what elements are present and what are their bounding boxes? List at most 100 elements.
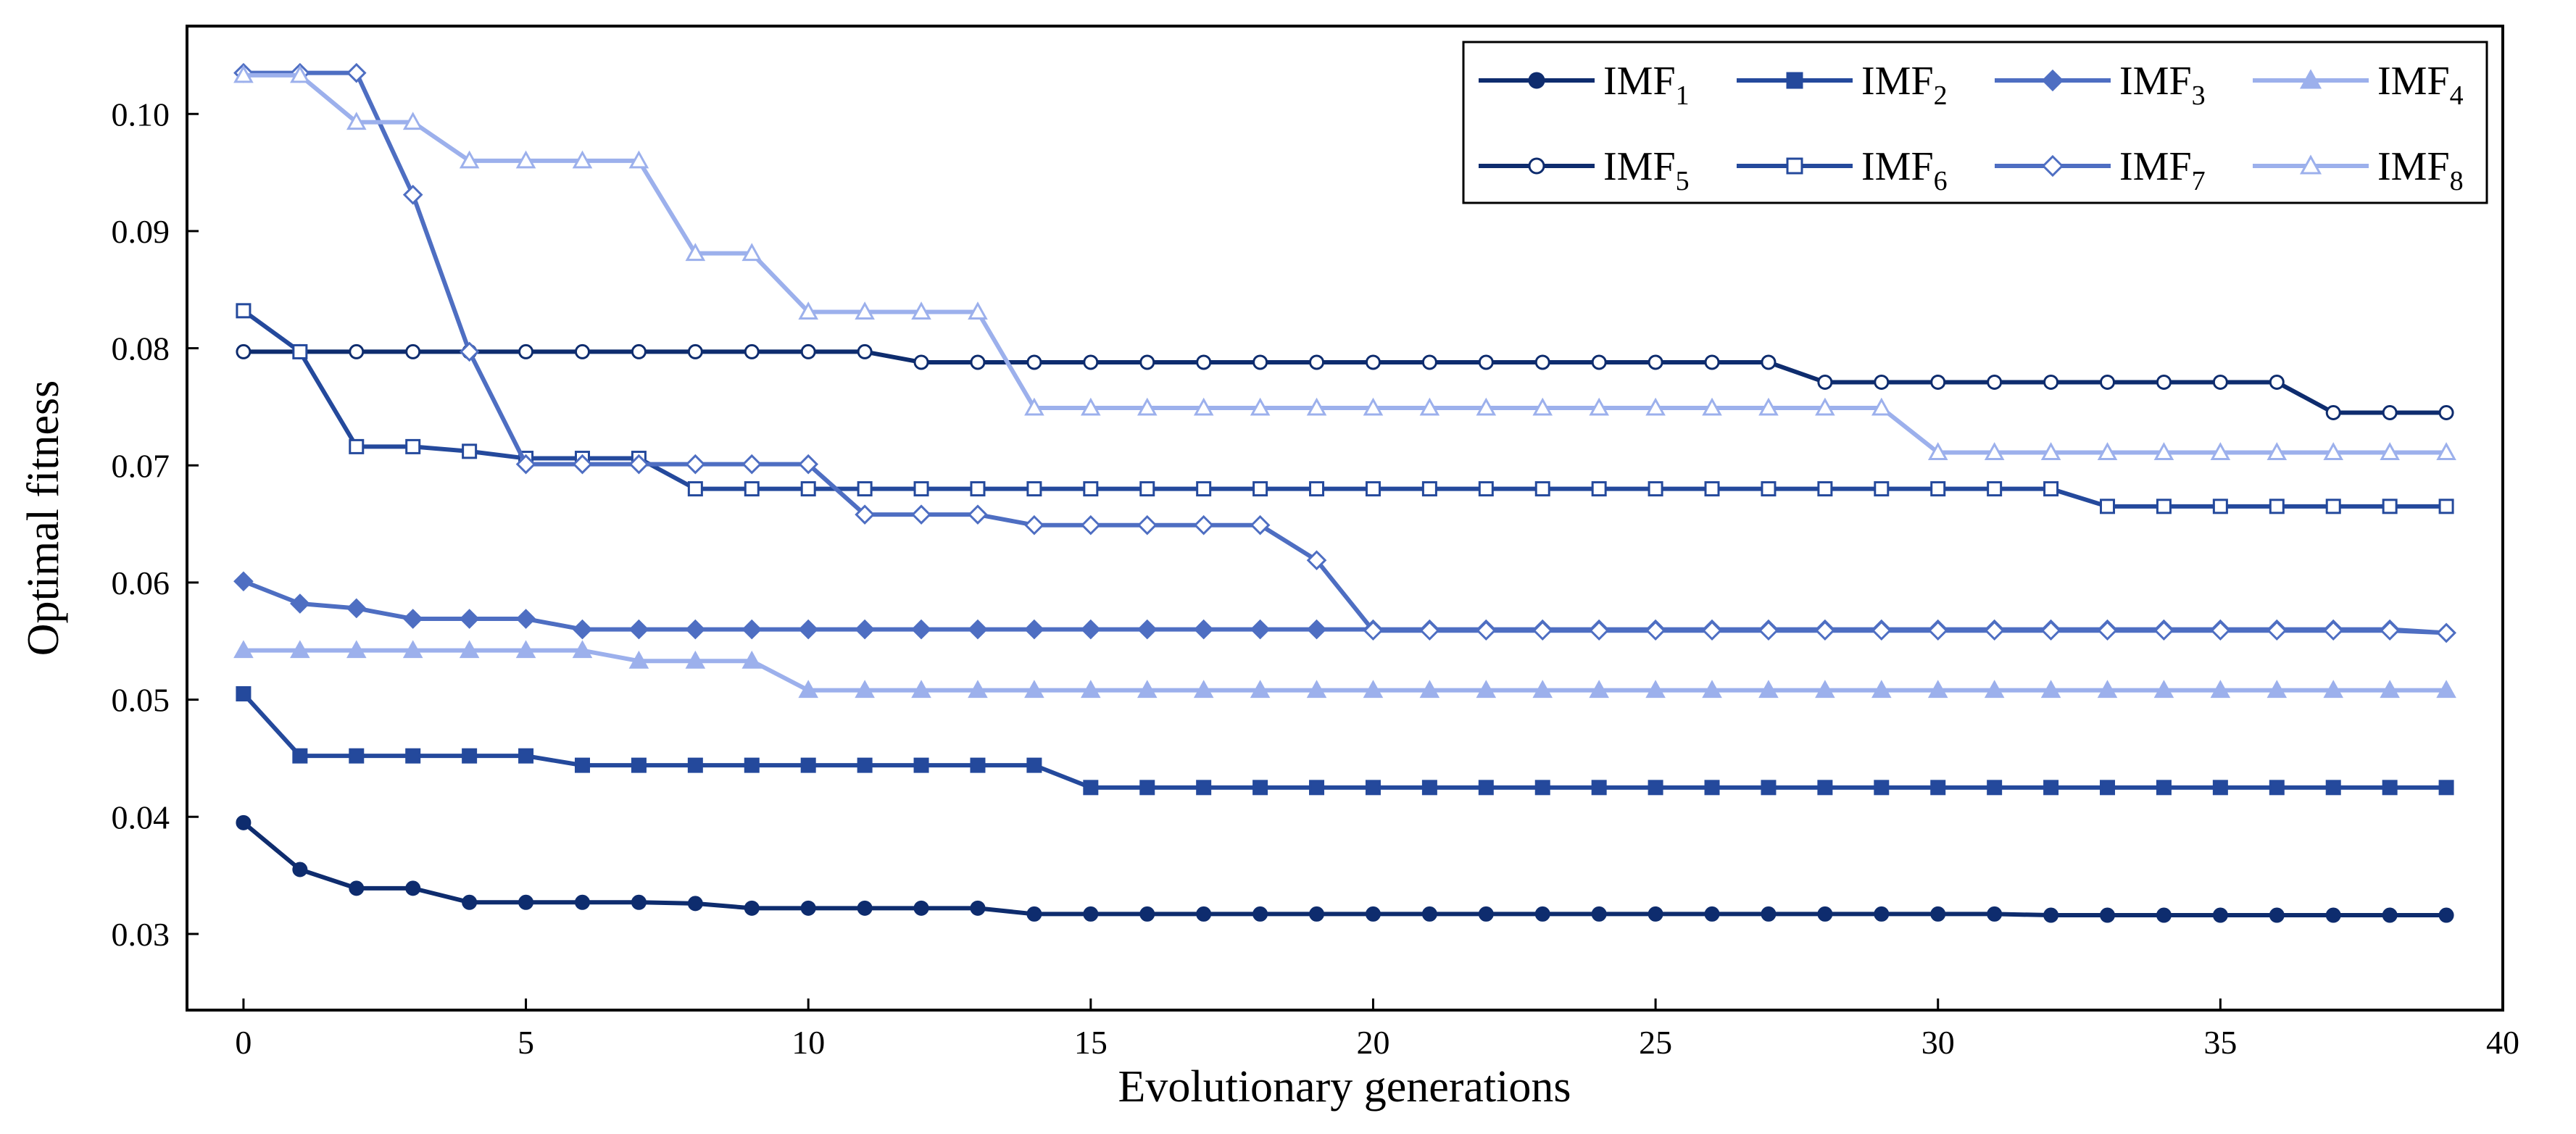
data-point-imf1 [1421, 906, 1437, 922]
data-point-imf1 [2438, 907, 2454, 923]
data-point-imf2 [800, 757, 816, 773]
series-imf6 [236, 303, 2454, 514]
data-point-imf1 [1761, 906, 1777, 922]
series-imf2 [236, 686, 2454, 796]
data-point-imf7 [2436, 622, 2456, 643]
legend-label-text: IMF [2377, 144, 2450, 189]
data-point-imf3 [290, 593, 310, 614]
data-point-imf1 [1196, 906, 1212, 922]
data-point-imf3 [459, 609, 480, 629]
legend-swatch-marker [1786, 157, 1803, 175]
y-tick-label: 0.07 [112, 447, 170, 484]
data-point-imf6 [1534, 481, 1550, 497]
data-point-imf6 [1761, 481, 1777, 497]
y-tick-label: 0.09 [112, 213, 170, 250]
data-point-imf2 [1365, 780, 1381, 796]
data-point-imf5 [1987, 374, 2003, 390]
data-point-imf3 [968, 619, 988, 640]
legend-item-imf4: IMF4 [2253, 59, 2464, 111]
data-point-imf8 [1419, 397, 1440, 416]
data-point-imf7 [1081, 514, 1101, 535]
data-point-imf1 [574, 894, 590, 910]
data-point-imf8 [1363, 397, 1384, 416]
legend-label-subscript: 2 [1934, 80, 1948, 111]
data-point-imf6 [1874, 481, 1890, 497]
data-point-imf5 [2043, 374, 2059, 390]
legend-label-subscript: 7 [2192, 166, 2206, 196]
y-tick-label: 0.03 [112, 916, 170, 953]
data-point-imf8 [1193, 397, 1214, 416]
legend-label-imf6: IMF6 [1861, 144, 1948, 196]
data-point-imf4 [233, 640, 254, 659]
data-point-imf8 [1081, 397, 1101, 416]
data-point-imf7 [1645, 620, 1666, 641]
data-point-imf6 [405, 438, 421, 454]
legend-label-imf5: IMF5 [1603, 144, 1690, 196]
data-point-imf2 [349, 748, 365, 764]
data-point-imf7 [459, 341, 480, 362]
data-point-imf8 [1645, 397, 1666, 416]
data-point-imf6 [1704, 481, 1720, 497]
data-point-imf2 [1421, 780, 1437, 796]
data-point-imf7 [968, 504, 988, 525]
data-point-imf3 [1250, 619, 1271, 640]
data-point-imf2 [405, 748, 421, 764]
legend-label-subscript: 6 [1934, 166, 1948, 196]
data-point-imf7 [572, 454, 593, 475]
data-point-imf4 [2210, 680, 2231, 699]
data-point-imf4 [1306, 680, 1327, 699]
data-point-imf5 [1591, 354, 1607, 370]
data-point-imf4 [1081, 680, 1101, 699]
data-point-imf7 [1306, 550, 1327, 571]
data-point-imf8 [1927, 442, 1948, 460]
data-point-imf4 [459, 640, 480, 659]
data-point-imf5 [1874, 374, 1890, 390]
data-point-imf4 [402, 640, 423, 659]
data-point-imf6 [292, 343, 308, 359]
y-tick-label: 0.05 [112, 682, 170, 719]
data-point-imf5 [1309, 354, 1325, 370]
data-point-imf2 [913, 757, 929, 773]
data-point-imf7 [2380, 620, 2400, 641]
legend-label-text: IMF [1861, 144, 1934, 189]
data-point-imf6 [349, 438, 365, 454]
data-point-imf8 [290, 64, 310, 83]
data-point-imf2 [1648, 780, 1663, 796]
data-point-imf5 [1761, 354, 1777, 370]
data-point-imf1 [1365, 906, 1381, 922]
legend-label-text: IMF [1603, 59, 1676, 104]
data-point-imf5 [1252, 354, 1268, 370]
data-point-imf6 [1139, 481, 1155, 497]
data-point-imf4 [1024, 680, 1044, 699]
data-point-imf7 [2210, 620, 2231, 641]
series-imf1 [236, 814, 2454, 923]
x-tick-label: 30 [1921, 1024, 1955, 1061]
data-point-imf2 [1874, 780, 1890, 796]
series-line-imf1 [242, 821, 2447, 918]
data-point-imf2 [1026, 757, 1042, 773]
data-point-imf7 [1815, 620, 1835, 641]
data-point-imf7 [911, 504, 931, 525]
data-point-imf6 [2043, 481, 2059, 497]
legend-item-imf3: IMF3 [1995, 59, 2206, 111]
data-point-imf8 [1476, 397, 1497, 416]
data-point-imf1 [631, 894, 647, 910]
data-point-imf8 [402, 112, 423, 130]
data-point-imf2 [2269, 780, 2285, 796]
data-point-imf5 [631, 343, 647, 359]
x-tick-label: 0 [235, 1024, 252, 1061]
x-tick-label: 10 [792, 1024, 825, 1061]
series-line-imf4 [243, 648, 2447, 693]
data-point-imf1 [970, 900, 986, 916]
data-point-imf4 [1927, 680, 1948, 699]
data-point-imf4 [1758, 680, 1779, 699]
data-point-imf8 [2436, 442, 2456, 460]
data-point-imf2 [1591, 780, 1607, 796]
legend-swatch-marker [2299, 69, 2322, 89]
data-point-imf2 [292, 748, 308, 764]
data-point-imf4 [1589, 680, 1609, 699]
data-point-imf8 [233, 64, 254, 83]
data-point-imf6 [744, 481, 760, 497]
data-point-imf1 [518, 894, 534, 910]
